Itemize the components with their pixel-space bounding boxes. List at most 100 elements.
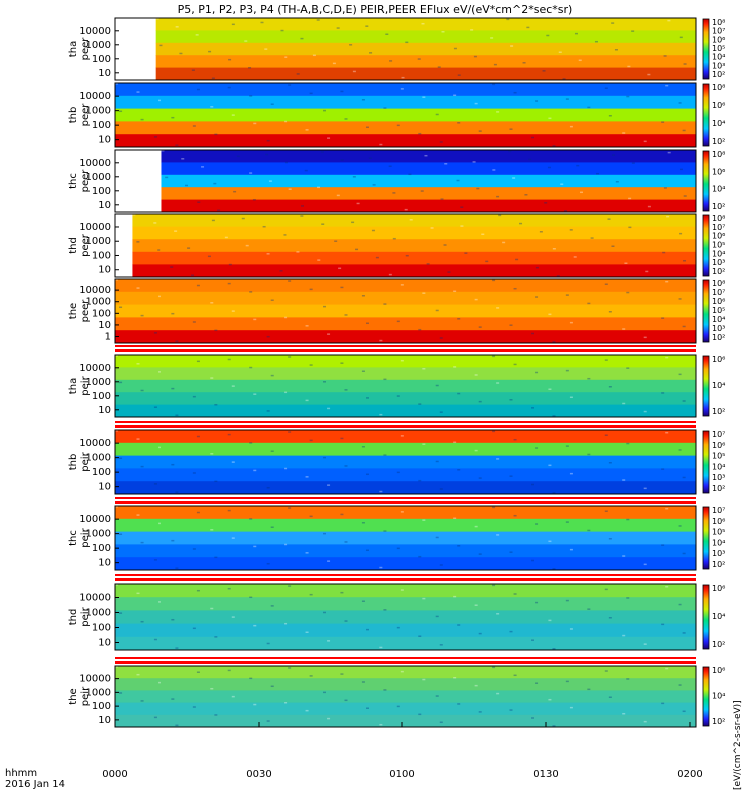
texture-speck bbox=[115, 279, 118, 281]
colorbar-tick-label: 10² bbox=[712, 137, 725, 146]
energy-band-1 bbox=[161, 162, 697, 176]
texture-speck bbox=[474, 102, 478, 105]
texture-speck bbox=[608, 386, 612, 388]
texture-speck bbox=[643, 720, 647, 723]
texture-speck bbox=[153, 136, 157, 138]
texture-speck bbox=[195, 34, 199, 36]
texture-speck bbox=[136, 514, 140, 516]
texture-speck bbox=[249, 518, 253, 520]
texture-speck bbox=[643, 563, 647, 566]
texture-speck bbox=[535, 523, 539, 525]
texture-speck bbox=[661, 702, 665, 705]
texture-speck bbox=[192, 125, 196, 127]
texture-speck bbox=[437, 66, 441, 68]
texture-speck bbox=[304, 169, 308, 172]
texture-speck bbox=[119, 612, 123, 614]
texture-speck bbox=[535, 100, 539, 102]
energy-band-1 bbox=[115, 291, 696, 306]
colorbar bbox=[702, 18, 710, 80]
texture-speck bbox=[608, 115, 612, 117]
texture-speck bbox=[628, 226, 632, 229]
texture-speck bbox=[321, 223, 325, 225]
texture-speck bbox=[608, 617, 612, 619]
energy-band-1 bbox=[115, 442, 696, 457]
texture-speck bbox=[155, 18, 159, 20]
texture-speck bbox=[262, 225, 266, 228]
texture-speck bbox=[305, 399, 309, 402]
texture-speck bbox=[683, 195, 687, 197]
colorbar-tick-label: 10² bbox=[712, 717, 725, 726]
texture-speck bbox=[210, 453, 214, 455]
colorbar-tick-label: 10⁶ bbox=[712, 441, 725, 450]
texture-speck bbox=[266, 139, 270, 142]
texture-speck bbox=[493, 63, 497, 66]
texture-speck bbox=[365, 549, 369, 552]
texture-speck bbox=[317, 186, 321, 189]
texture-speck bbox=[548, 388, 552, 390]
texture-speck bbox=[372, 184, 376, 186]
texture-speck bbox=[136, 363, 140, 365]
texture-speck bbox=[392, 192, 396, 194]
energy-band-3 bbox=[132, 251, 696, 265]
texture-speck bbox=[682, 710, 686, 713]
panel-label-probe: the bbox=[68, 303, 79, 319]
texture-speck bbox=[519, 222, 523, 225]
texture-speck bbox=[626, 678, 630, 680]
texture-speck bbox=[678, 525, 682, 527]
texture-speck bbox=[496, 195, 500, 198]
mode-bar-stripe bbox=[115, 423, 696, 425]
texture-speck bbox=[174, 230, 178, 232]
texture-speck bbox=[288, 667, 292, 669]
texture-speck bbox=[153, 406, 157, 408]
texture-speck bbox=[643, 487, 647, 490]
texture-speck bbox=[513, 91, 517, 94]
texture-speck bbox=[170, 266, 174, 268]
texture-speck bbox=[309, 288, 313, 291]
texture-speck bbox=[615, 181, 619, 183]
texture-speck bbox=[622, 328, 626, 330]
y-tick-label: 100 bbox=[92, 54, 111, 65]
energy-band-1 bbox=[155, 30, 697, 44]
y-tick-label: 10 bbox=[98, 558, 111, 569]
texture-speck bbox=[509, 128, 513, 130]
texture-speck bbox=[175, 567, 179, 569]
y-tick-label: 1000 bbox=[86, 297, 111, 308]
texture-speck bbox=[279, 270, 283, 272]
texture-speck bbox=[375, 256, 379, 259]
texture-speck bbox=[626, 291, 630, 294]
texture-speck bbox=[565, 680, 569, 683]
texture-speck bbox=[565, 445, 569, 447]
colorbar bbox=[702, 355, 710, 417]
time-format-label: hhmm bbox=[5, 768, 37, 779]
texture-speck bbox=[344, 389, 348, 391]
texture-speck bbox=[115, 584, 118, 586]
panel-label-product: peir bbox=[80, 451, 91, 471]
texture-speck bbox=[228, 263, 232, 266]
texture-speck bbox=[157, 371, 161, 373]
texture-speck bbox=[574, 32, 578, 35]
texture-speck bbox=[214, 556, 218, 559]
texture-speck bbox=[422, 292, 426, 294]
texture-speck bbox=[509, 475, 513, 477]
texture-speck bbox=[478, 477, 482, 479]
texture-speck bbox=[211, 77, 215, 80]
texture-speck bbox=[231, 695, 235, 698]
texture-speck bbox=[340, 90, 344, 93]
texture-speck bbox=[665, 585, 669, 588]
texture-speck bbox=[361, 295, 365, 297]
colorbar-tick-label: 10⁵ bbox=[712, 306, 725, 315]
texture-speck bbox=[165, 176, 169, 179]
texture-speck bbox=[396, 547, 400, 550]
texture-speck bbox=[457, 624, 461, 626]
texture-speck bbox=[453, 94, 457, 97]
texture-speck bbox=[422, 443, 426, 445]
colorbar-tick-label: 10⁷ bbox=[712, 27, 725, 36]
energy-band-0 bbox=[115, 430, 696, 444]
texture-speck bbox=[481, 233, 485, 236]
texture-speck bbox=[352, 176, 356, 178]
texture-speck bbox=[388, 165, 392, 167]
texture-speck bbox=[509, 399, 513, 401]
texture-speck bbox=[587, 453, 591, 456]
